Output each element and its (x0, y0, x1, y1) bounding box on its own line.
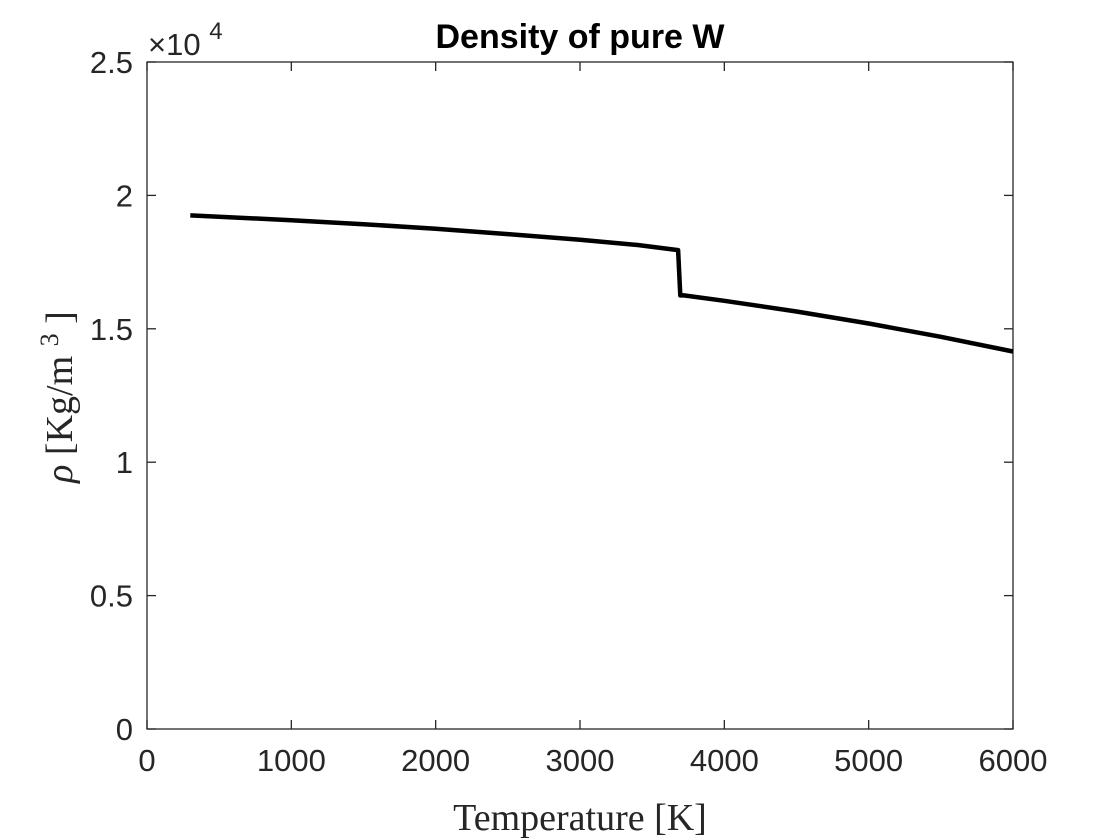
x-tick-label: 4000 (690, 743, 759, 778)
y-tick-label: 0 (116, 712, 133, 747)
y-multiplier-exponent: 4 (209, 18, 222, 45)
x-tick-label: 5000 (834, 743, 903, 778)
y-tick-label: 1.5 (90, 312, 133, 347)
x-tick-label: 1000 (257, 743, 326, 778)
x-axis: 0 1000 2000 3000 4000 5000 6000 (138, 62, 1047, 778)
series-layer (190, 213, 1014, 354)
y-axis: 0 0.5 1 1.5 2 2.5 (90, 45, 1013, 747)
y-axis-unit-exponent: 3 (35, 333, 64, 346)
y-tick-label: 0.5 (90, 579, 133, 614)
y-axis-symbol: ρ (39, 465, 81, 484)
y-multiplier: ×10 4 (148, 18, 223, 62)
y-multiplier-base: ×10 (148, 27, 201, 62)
y-axis-label: ρ [Kg/m 3 ] (25, 311, 81, 484)
y-axis-unit: [Kg/m (39, 356, 81, 455)
x-tick-label: 2000 (401, 743, 470, 778)
chart-title: Density of pure W (435, 18, 725, 56)
x-axis-label: Temperature [K] (453, 797, 707, 839)
y-tick-label: 1 (116, 445, 133, 480)
axes-box (146, 61, 1014, 730)
y-tick-label: 2 (116, 178, 133, 213)
x-tick-label: 3000 (546, 743, 615, 778)
x-tick-label: 6000 (979, 743, 1048, 778)
plot-area (146, 61, 1014, 730)
y-tick-label: 2.5 (90, 45, 133, 80)
x-tick-label: 0 (138, 743, 155, 778)
y-axis-unit-close: ] (39, 311, 81, 324)
density-series-line (190, 213, 1014, 354)
